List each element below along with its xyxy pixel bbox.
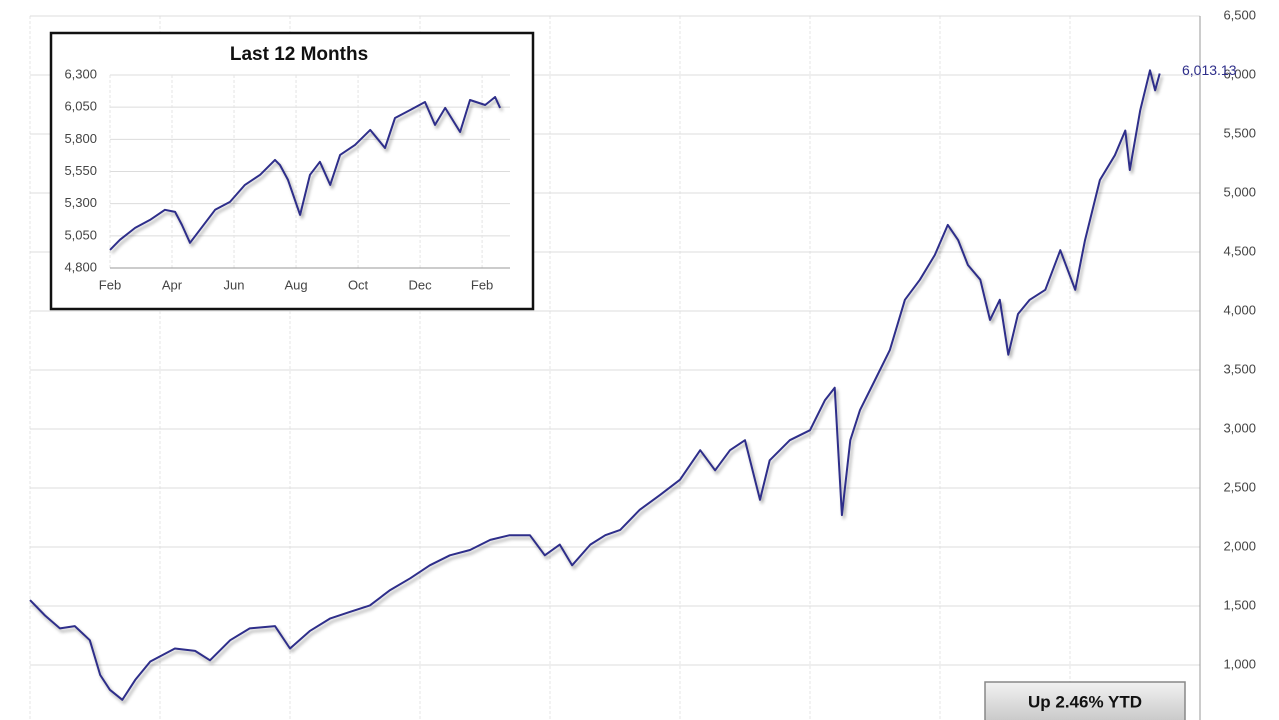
y-tick-label: 2,000 (1223, 538, 1256, 553)
x-tick-label: Feb (471, 277, 493, 292)
x-tick-label: Dec (409, 277, 433, 292)
y-tick-label: 6,500 (1223, 7, 1256, 22)
y-tick-label: 5,300 (64, 195, 97, 210)
y-tick-label: 4,800 (64, 259, 97, 274)
x-tick-label: Apr (162, 277, 183, 292)
series-line (29, 69, 1161, 701)
inset-title: Last 12 Months (230, 44, 368, 65)
y-tick-label: 6,300 (64, 66, 97, 81)
end-label: 6,013.13 (1182, 62, 1237, 78)
y-tick-label: 5,800 (64, 131, 97, 146)
inset-chart: Last 12 Months 4,800 5,050 5,300 5,550 5,800 6… (64, 44, 510, 292)
x-tick-label: Jun (224, 277, 245, 292)
y-tick-label: 5,050 (64, 227, 97, 242)
y-tick-label: 5,550 (64, 163, 97, 178)
y-tick-label: 5,000 (1223, 184, 1256, 199)
y-tick-label: 4,000 (1223, 302, 1256, 317)
ytd-box (984, 681, 1186, 720)
y-tick-label: 3,500 (1223, 361, 1256, 376)
y-tick-label: 1,000 (1223, 656, 1256, 671)
y-tick-label: 5,500 (1223, 125, 1256, 140)
ytd-note: Up 2.46% YTD (1028, 692, 1142, 711)
y-tick-label: 3,000 (1223, 420, 1256, 435)
y-tick-label: 6,000 (1223, 66, 1256, 81)
x-tick-label: Aug (284, 277, 307, 292)
y-tick-label: 4,500 (1223, 243, 1256, 258)
y-tick-label: 1,500 (1223, 597, 1256, 612)
y-tick-label: 2,500 (1223, 479, 1256, 494)
y-tick-label: 6,050 (64, 99, 97, 114)
x-tick-label: Oct (348, 277, 369, 292)
series-line (109, 96, 502, 251)
x-tick-label: Feb (99, 277, 121, 292)
